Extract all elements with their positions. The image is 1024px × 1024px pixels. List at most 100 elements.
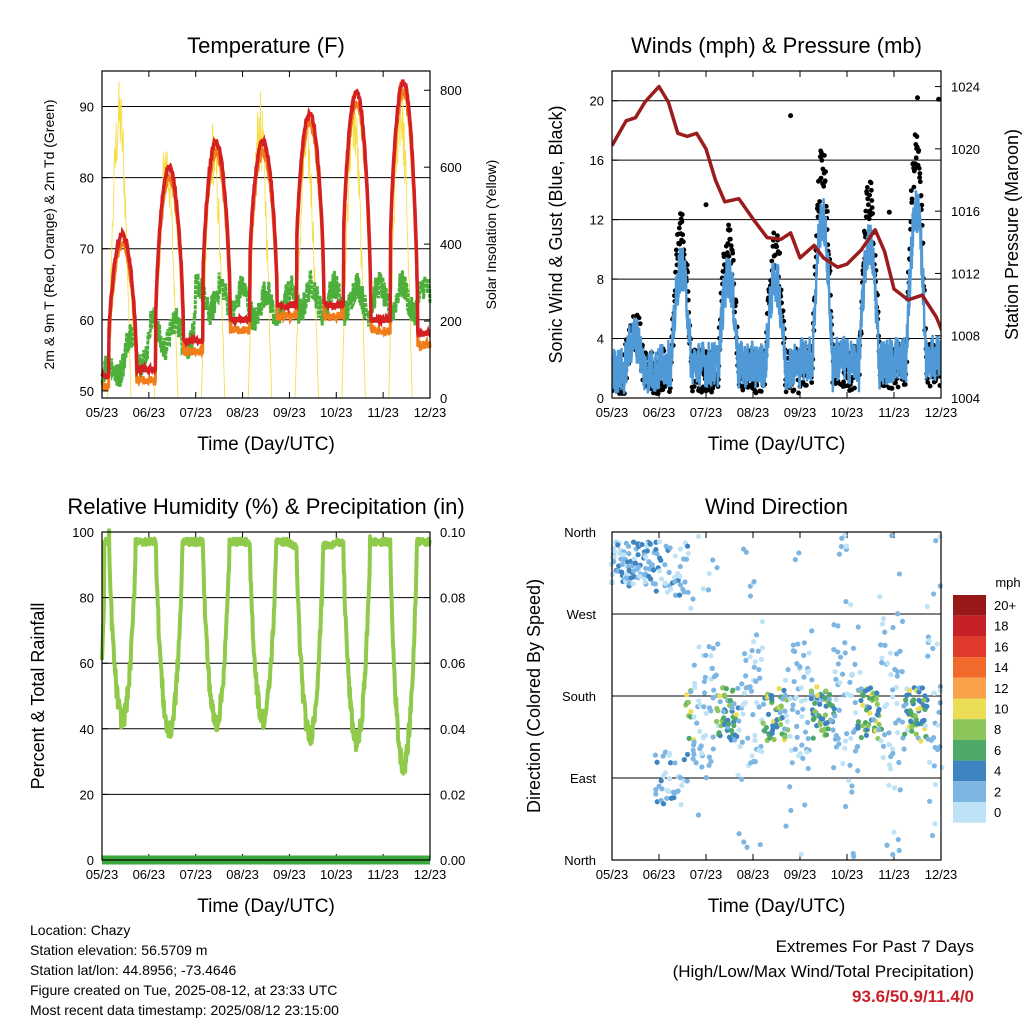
wind-direction-point bbox=[659, 786, 665, 792]
wind-direction-point bbox=[848, 693, 854, 699]
wind-direction-point bbox=[912, 712, 918, 719]
wind-direction-point bbox=[792, 648, 798, 655]
y-tick-label: 0.00 bbox=[440, 853, 465, 868]
wind-direction-point bbox=[756, 666, 762, 673]
wind-direction-point bbox=[855, 725, 861, 731]
wind-direction-point bbox=[728, 727, 735, 734]
wind-direction-point bbox=[710, 746, 716, 752]
wind-direction-point bbox=[735, 685, 741, 691]
wind-direction-point bbox=[902, 731, 908, 737]
wind-direction-point bbox=[897, 787, 903, 793]
wind-direction-point bbox=[798, 685, 804, 691]
pressure-ylabel: Station Pressure (Maroon) bbox=[1002, 129, 1022, 340]
wind-direction-point bbox=[662, 580, 668, 586]
wind-direction-point bbox=[699, 764, 705, 770]
temperature-xlabel: Time (Day/UTC) bbox=[197, 434, 335, 455]
wind-direction-point bbox=[880, 754, 886, 761]
wind-direction-point bbox=[802, 729, 809, 735]
latlon-text: Station lat/lon: 44.8956; -73.4646 bbox=[30, 962, 237, 978]
wind-direction-point bbox=[694, 720, 700, 726]
wind-direction-point bbox=[756, 704, 762, 710]
wind-direction-point bbox=[833, 696, 839, 702]
wind-direction-point bbox=[652, 581, 659, 587]
wind-direction-point bbox=[919, 685, 925, 691]
wind-direction-point bbox=[630, 539, 637, 545]
wind-direction-point bbox=[825, 726, 831, 732]
wind-direction-point bbox=[783, 713, 789, 719]
wind-direction-point bbox=[899, 668, 905, 675]
y-tick-label: 40 bbox=[80, 722, 94, 737]
legend-swatch bbox=[953, 615, 986, 637]
wind-direction-point bbox=[882, 629, 888, 635]
legend-swatch bbox=[953, 657, 986, 678]
wind-direction-point bbox=[684, 692, 690, 698]
wind-direction-point bbox=[836, 741, 842, 747]
wind-direction-point bbox=[653, 547, 659, 553]
wind-direction-point bbox=[763, 725, 770, 731]
y-tick-label: 0.06 bbox=[440, 656, 465, 671]
wind-direction-point bbox=[701, 678, 708, 685]
wind-direction-point bbox=[876, 706, 882, 712]
wind-direction-point bbox=[877, 594, 883, 600]
recent-timestamp-text: Most recent data timestamp: 2025/08/12 2… bbox=[30, 1002, 339, 1018]
x-tick-label: 12/23 bbox=[414, 867, 447, 882]
wind-direction-point bbox=[788, 747, 794, 754]
legend-swatch bbox=[953, 636, 986, 658]
wind-direction-point bbox=[690, 756, 696, 762]
x-tick-label: 08/23 bbox=[226, 405, 259, 420]
station-info: Location: Chazy Station elevation: 56.57… bbox=[30, 920, 339, 1020]
solar-ylabel: Solar Insolation (Yellow) bbox=[483, 160, 499, 310]
wind-direction-point bbox=[720, 709, 727, 715]
wind-direction-point bbox=[644, 548, 650, 554]
wind-direction-point bbox=[736, 727, 742, 733]
wind-direction-point bbox=[759, 748, 765, 755]
wind-direction-point bbox=[752, 737, 758, 744]
wind-direction-point bbox=[656, 568, 663, 574]
wind-direction-point bbox=[802, 802, 808, 808]
wind-direction-point bbox=[758, 656, 764, 663]
wind-direction-point bbox=[792, 746, 798, 752]
wind-direction-point bbox=[695, 533, 702, 539]
wind-direction-point bbox=[903, 701, 909, 707]
wind-direction-point bbox=[894, 701, 900, 707]
wind-direction-point bbox=[791, 678, 797, 685]
wind-direction-point bbox=[741, 651, 748, 657]
wind-direction-point bbox=[676, 592, 683, 598]
wind-direction-point bbox=[879, 621, 886, 627]
humidity-plot-border bbox=[101, 531, 431, 861]
wind-direction-point bbox=[691, 662, 697, 668]
humidity-xlabel: Time (Day/UTC) bbox=[197, 896, 335, 917]
wind-direction-point bbox=[705, 587, 712, 593]
wind-direction-point bbox=[804, 749, 810, 755]
wind-direction-point bbox=[771, 736, 777, 743]
wind-direction-point bbox=[880, 616, 887, 622]
wind-direction-point bbox=[621, 552, 627, 558]
y-tick-label: 0 bbox=[597, 391, 604, 406]
wind-direction-point bbox=[752, 759, 758, 765]
wind-direction-point bbox=[743, 657, 749, 663]
wind-direction-point bbox=[884, 660, 891, 666]
wind-direction-point bbox=[882, 704, 888, 710]
wind-direction-point bbox=[802, 697, 808, 703]
wind-direction-point bbox=[667, 545, 673, 551]
wind-direction-point bbox=[809, 677, 815, 683]
wind-direction-point bbox=[781, 687, 787, 693]
x-tick-label: 05/23 bbox=[86, 867, 119, 882]
wind-direction-point bbox=[739, 776, 745, 782]
wind-direction-point bbox=[847, 679, 853, 685]
wind-direction-point bbox=[801, 674, 807, 680]
wind-direction-point bbox=[852, 748, 859, 754]
wind-direction-point bbox=[852, 699, 858, 706]
wind-direction-point bbox=[649, 563, 655, 569]
y-tick-label: 100 bbox=[72, 525, 94, 540]
wind-direction-point bbox=[936, 709, 942, 715]
wind-direction-point bbox=[817, 722, 823, 728]
legend-label: 2 bbox=[994, 784, 1001, 799]
wind-direction-point bbox=[643, 554, 649, 560]
x-tick-label: 10/23 bbox=[831, 867, 864, 882]
legend-label: 0 bbox=[994, 805, 1001, 820]
wind-direction-point bbox=[743, 549, 749, 555]
legend-swatch bbox=[953, 595, 986, 616]
wind-direction-point bbox=[826, 696, 832, 702]
wind-direction-point bbox=[810, 735, 816, 741]
